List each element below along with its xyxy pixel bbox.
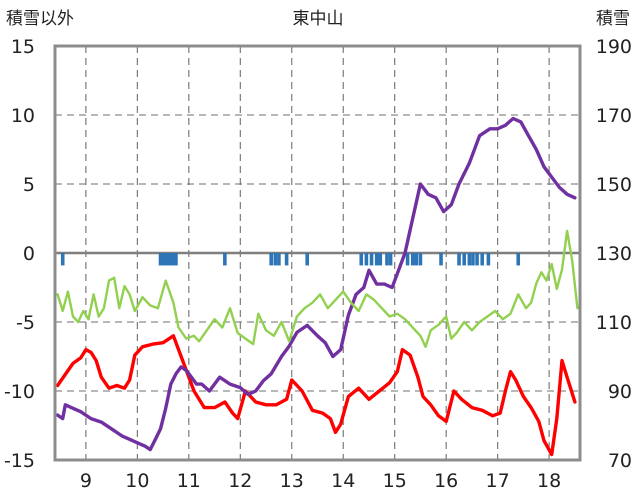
- x-tick-14: 14: [331, 470, 355, 492]
- x-tick-labels: 9 10 11 12 13 14 15 16 17 18: [80, 470, 561, 492]
- x-tick-9: 9: [80, 470, 92, 492]
- bar-21: [405, 253, 410, 266]
- series-line-0: [55, 334, 577, 457]
- series-line-2: [56, 229, 579, 348]
- series-line-1: [55, 116, 577, 452]
- bar-23: [414, 253, 419, 266]
- bar-9: [269, 253, 273, 266]
- bar-6: [171, 253, 176, 266]
- x-tick-12: 12: [228, 470, 252, 492]
- x-tick-15: 15: [383, 470, 407, 492]
- bar-27: [462, 253, 466, 266]
- bar-31: [480, 253, 485, 266]
- bar-7: [174, 253, 178, 266]
- x-tick-10: 10: [125, 470, 149, 492]
- bar-28: [467, 253, 472, 266]
- left-tick-5: 5: [23, 174, 35, 196]
- bar-0: [60, 253, 65, 266]
- right-axis-label: 積雪: [596, 9, 630, 29]
- bar-29: [471, 253, 475, 266]
- left-tick--10: -10: [4, 381, 35, 403]
- left-tick--5: -5: [16, 312, 35, 334]
- bar-24: [418, 253, 423, 266]
- bar-12: [284, 253, 289, 266]
- bar-2: [161, 253, 165, 266]
- zero-bars: [60, 253, 521, 266]
- bar-30: [475, 253, 479, 266]
- left-tick--15: -15: [4, 450, 35, 472]
- bar-15: [364, 253, 369, 266]
- left-tick-10: 10: [11, 105, 35, 127]
- bar-13: [305, 253, 310, 266]
- series-lines: [55, 116, 579, 457]
- bar-4: [166, 253, 171, 266]
- right-tick-170: 170: [596, 105, 632, 127]
- bar-8: [223, 253, 227, 266]
- bar-16: [369, 253, 374, 266]
- bar-32: [486, 253, 491, 266]
- x-tick-17: 17: [486, 470, 510, 492]
- right-tick-70: 70: [608, 450, 632, 472]
- gridlines: [55, 46, 580, 460]
- bar-33: [516, 253, 521, 266]
- bar-22: [410, 253, 415, 266]
- x-tick-13: 13: [280, 470, 304, 492]
- bar-19: [385, 253, 389, 266]
- bar-14: [359, 253, 364, 266]
- bar-3: [163, 253, 168, 266]
- right-tick-90: 90: [608, 381, 632, 403]
- bar-1: [158, 253, 163, 266]
- right-tick-110: 110: [596, 312, 632, 334]
- bar-26: [457, 253, 461, 266]
- bar-18: [378, 253, 383, 266]
- bar-25: [439, 253, 443, 266]
- right-tick-150: 150: [596, 174, 632, 196]
- left-tick-0: 0: [23, 243, 35, 265]
- left-tick-15: 15: [11, 36, 35, 58]
- bar-20: [388, 253, 393, 266]
- plot-frame: [53, 44, 582, 462]
- x-tick-11: 11: [177, 470, 201, 492]
- right-tick-190: 190: [596, 36, 632, 58]
- right-tick-labels: 190 170 150 130 110 90 70: [596, 36, 632, 472]
- left-tick-labels: 15 10 5 0 -5 -10 -15: [4, 36, 35, 472]
- right-tick-130: 130: [596, 243, 632, 265]
- chart-title: 東中山: [293, 9, 344, 29]
- bar-5: [169, 253, 173, 266]
- left-axis-label: 積雪以外: [6, 9, 74, 29]
- x-tick-16: 16: [434, 470, 458, 492]
- bar-10: [273, 253, 278, 266]
- bar-11: [277, 253, 281, 266]
- x-tick-18: 18: [537, 470, 561, 492]
- bar-17: [374, 253, 379, 266]
